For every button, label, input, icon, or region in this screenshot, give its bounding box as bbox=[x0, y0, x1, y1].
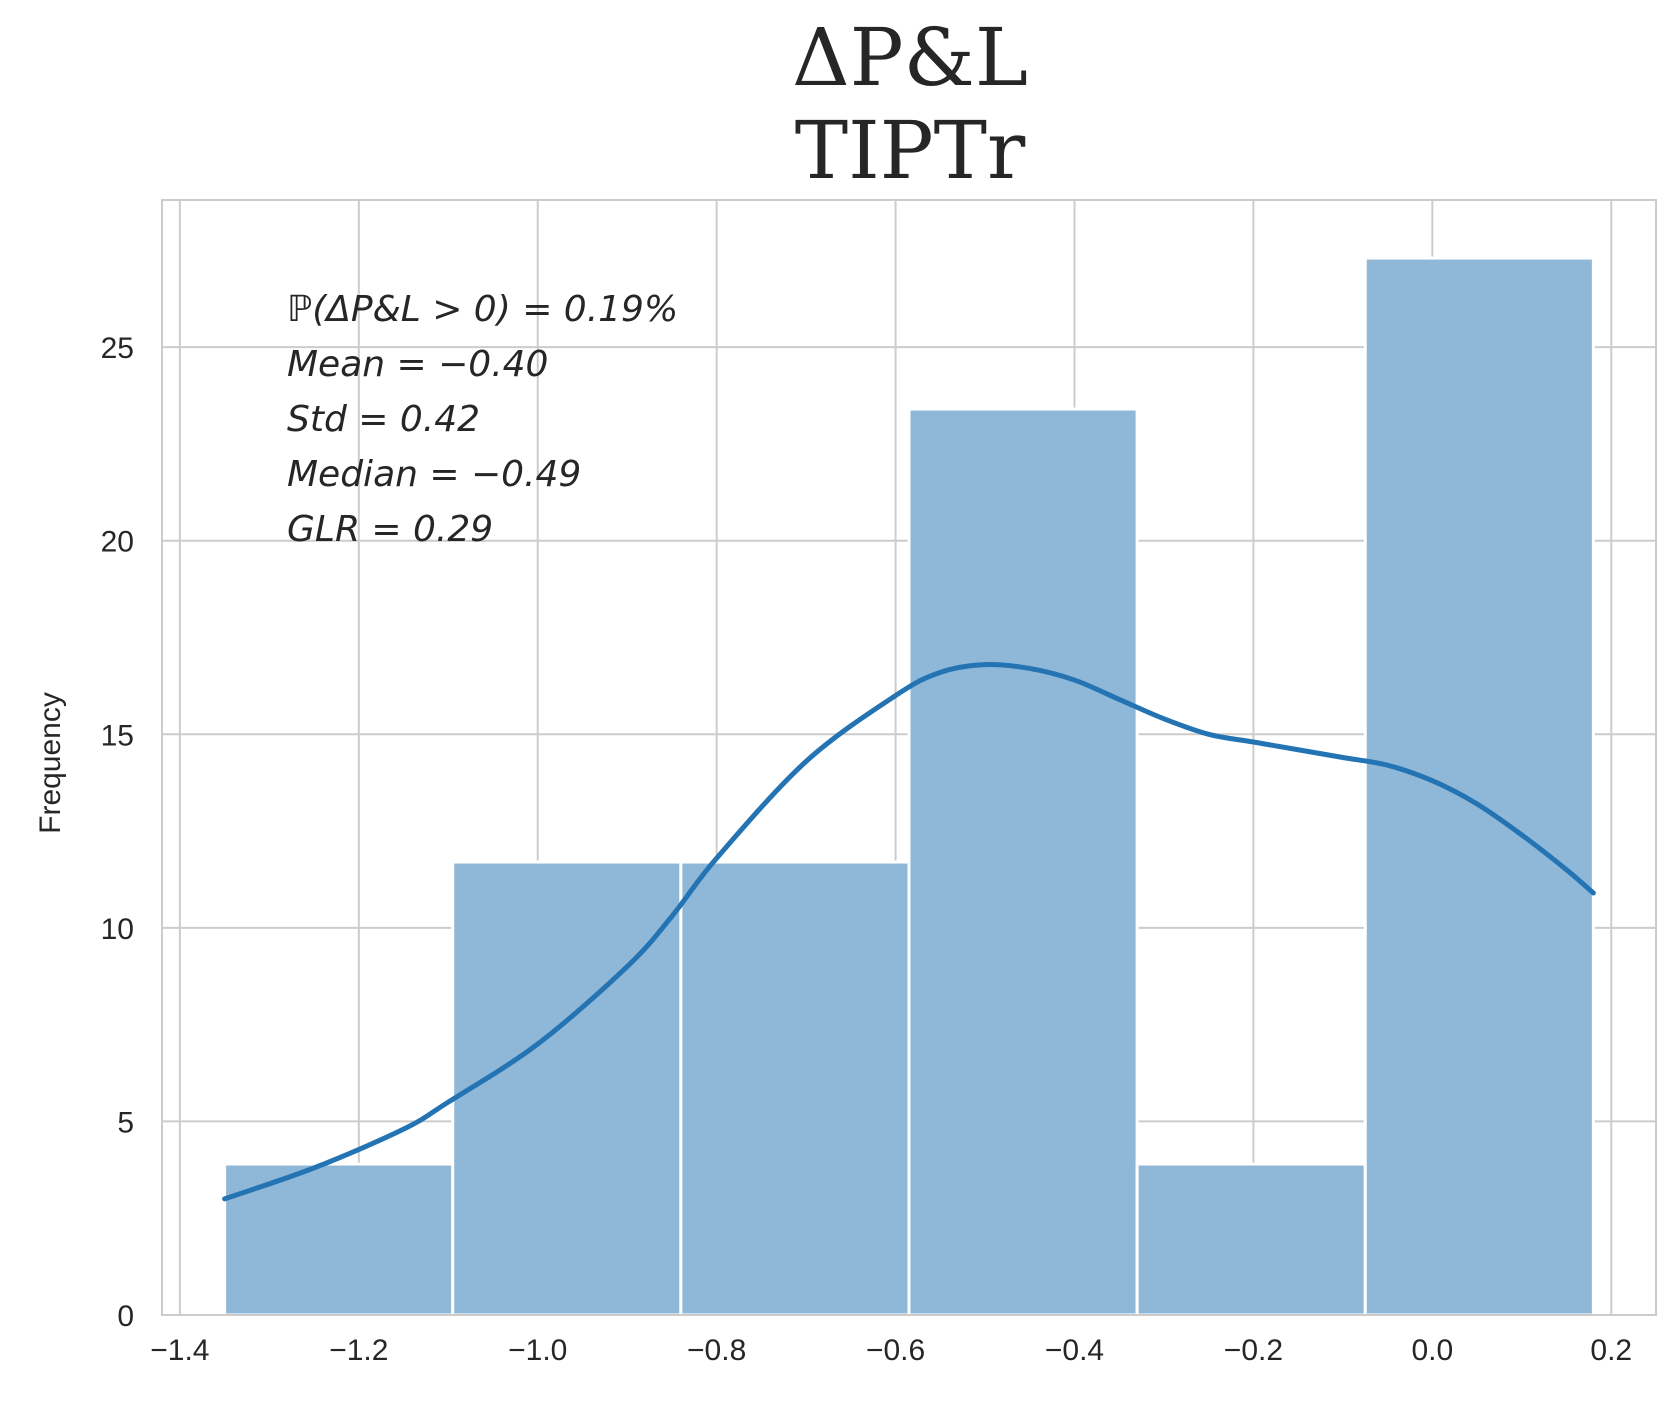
stats-annotation: ℙ(ΔP&L > 0) = 0.19% Mean = −0.40 Std = 0.4… bbox=[287, 289, 678, 550]
kde-curve-layer bbox=[222, 661, 1596, 1202]
x-tick-label: −0.6 bbox=[866, 1334, 925, 1367]
y-tick-label: 0 bbox=[117, 1300, 134, 1333]
stat-line-4: GLR = 0.29 bbox=[287, 509, 493, 550]
histogram-bar-3 bbox=[907, 407, 1139, 1317]
y-tick-labels: 0 5 10 15 20 25 bbox=[101, 332, 134, 1333]
x-tick-label: −1.4 bbox=[150, 1334, 209, 1367]
chart-title-line1: ΔP&L bbox=[792, 11, 1028, 104]
x-tick-label: −0.2 bbox=[1224, 1334, 1283, 1367]
x-tick-label: −0.8 bbox=[687, 1334, 746, 1367]
x-tick-label: 0.0 bbox=[1411, 1334, 1453, 1367]
x-tick-label: −0.4 bbox=[1045, 1334, 1104, 1367]
x-tick-label: −1.0 bbox=[508, 1334, 567, 1367]
stat-line-1: Mean = −0.40 bbox=[287, 344, 548, 385]
stat-line-0: ℙ(ΔP&L > 0) = 0.19% bbox=[287, 289, 678, 330]
stat-line-2: Std = 0.42 bbox=[287, 399, 480, 440]
kde-line bbox=[222, 661, 1596, 1202]
chart-title-line2: TIPTr bbox=[795, 104, 1026, 197]
histogram-bar-5 bbox=[1363, 256, 1595, 1317]
y-tick-label: 15 bbox=[101, 719, 134, 752]
histogram-bars bbox=[223, 256, 1595, 1317]
y-axis-label: Frequency bbox=[34, 692, 67, 834]
histogram-bar-1 bbox=[451, 860, 683, 1317]
x-tick-label: 0.2 bbox=[1590, 1334, 1632, 1367]
x-tick-label: −1.2 bbox=[329, 1334, 388, 1367]
stat-line-3: Median = −0.49 bbox=[287, 454, 581, 495]
y-tick-label: 5 bbox=[117, 1106, 134, 1139]
histogram-bar-2 bbox=[679, 860, 911, 1317]
histogram-bar-4 bbox=[1135, 1162, 1367, 1317]
x-tick-labels: −1.4 −1.2 −1.0 −0.8 −0.6 −0.4 −0.2 0.0 0.2 bbox=[150, 1334, 1632, 1367]
y-tick-label: 20 bbox=[101, 526, 134, 559]
y-tick-label: 25 bbox=[101, 332, 134, 365]
plot-frame bbox=[161, 199, 1657, 1316]
y-tick-label: 10 bbox=[101, 913, 134, 946]
